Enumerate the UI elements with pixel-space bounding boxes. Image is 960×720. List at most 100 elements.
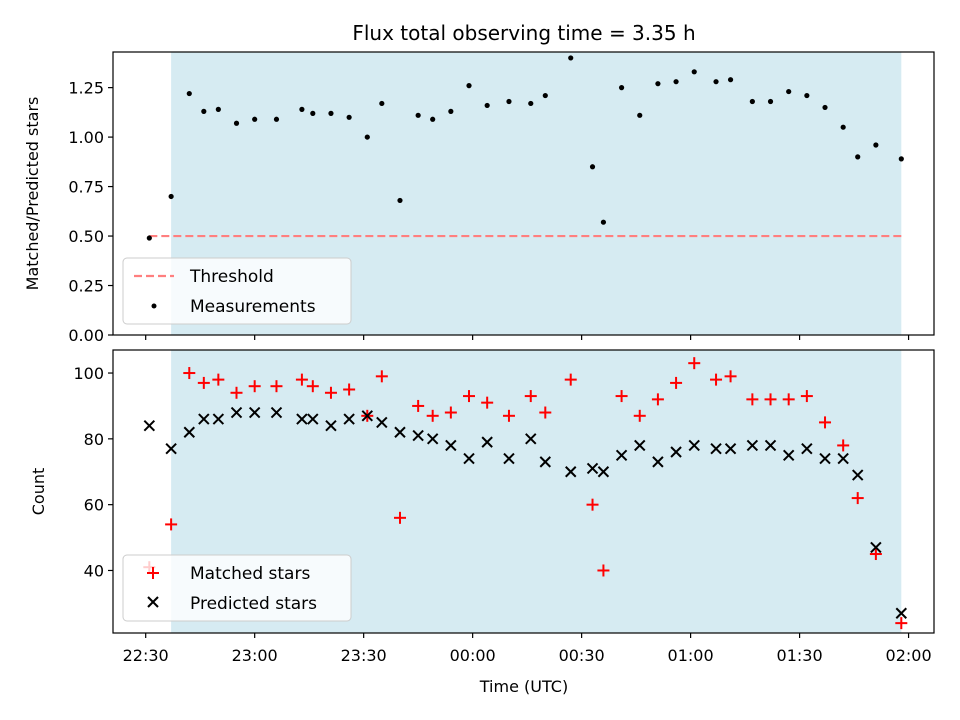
measurement-point <box>328 110 334 116</box>
matched-star-point <box>539 406 552 419</box>
measurement-point <box>310 110 316 116</box>
predicted-star-point <box>307 413 319 425</box>
x-tick-label: 23:00 <box>232 646 278 665</box>
matched-star-point <box>463 390 476 403</box>
x-tick-label: 23:30 <box>341 646 387 665</box>
measurement-point <box>466 83 472 89</box>
measurement-point <box>484 102 490 109</box>
matched-star-point <box>615 390 628 403</box>
top-legend-box <box>122 257 352 325</box>
predicted-star-point <box>503 452 515 465</box>
predicted-star-point <box>165 443 177 455</box>
measurement-point <box>215 106 221 112</box>
matched-star-point <box>481 396 494 409</box>
predicted-star-point <box>782 449 795 462</box>
x-tick-label: 00:00 <box>450 646 496 665</box>
measurement-point <box>840 124 846 130</box>
matched-star-point <box>393 511 406 524</box>
matched-star-point <box>586 498 599 511</box>
predicted-star-point <box>230 406 243 419</box>
matched-star-point <box>426 409 439 422</box>
measurement-point <box>528 100 534 107</box>
matched-star-point <box>343 383 356 396</box>
predicted-star-point <box>463 452 475 465</box>
matched-star-point <box>197 376 210 389</box>
predicted-star-point <box>670 446 682 458</box>
measurement-point <box>448 108 454 114</box>
measurement-point <box>273 116 280 122</box>
measurement-point <box>430 116 436 122</box>
measurement-point <box>749 98 755 105</box>
measurement-point <box>397 197 403 204</box>
bottom-legend-box <box>122 554 352 622</box>
predicted-star-point <box>525 433 537 445</box>
matched-star-point <box>375 370 388 383</box>
matched-star-point <box>502 409 515 422</box>
predicted-star-point <box>481 436 493 448</box>
measurement-point <box>855 154 861 160</box>
predicted-star-point <box>746 439 759 452</box>
predicted-star-point <box>212 413 225 425</box>
predicted-star-point <box>445 439 457 452</box>
predicted-star-point <box>724 443 737 455</box>
matched-star-point <box>564 373 577 386</box>
chart-title: Flux total observing time = 3.35 h <box>352 21 695 45</box>
matched-star-point <box>444 406 457 419</box>
bottom-y-tick-label: 60 <box>84 496 104 515</box>
matched-star-point <box>212 373 225 386</box>
bottom-x-axis: 22:30 23:00 23:30 00:00 00:30 01:00 01:30 02:00 <box>123 633 932 665</box>
x-tick-label: 22:30 <box>123 646 169 665</box>
predicted-star-point <box>597 466 610 478</box>
predicted-star-point <box>688 439 700 452</box>
matched-star-point <box>746 393 759 406</box>
matched-star-point <box>670 376 683 389</box>
bottom-legend: Matched stars Predicted stars <box>122 554 352 622</box>
top-y-tick-label: 1.00 <box>68 128 104 147</box>
top-y-axis-label: Matched/Predicted stars <box>23 97 42 291</box>
measurement-point <box>691 69 697 75</box>
measurement-point <box>767 98 774 105</box>
predicted-star-point <box>652 456 664 468</box>
x-tick-label: 00:30 <box>559 646 605 665</box>
predicted-star-point <box>325 419 337 432</box>
measurement-point <box>822 104 828 111</box>
measurement-point <box>299 106 305 112</box>
measurement-point <box>346 114 352 120</box>
legend-threshold-label: Threshold <box>189 267 274 287</box>
measurement-point <box>415 112 421 118</box>
measurement-point <box>252 116 258 122</box>
measurement-point <box>713 79 719 85</box>
predicted-star-point <box>895 607 908 619</box>
measurement-point <box>233 120 240 126</box>
matched-star-point <box>764 393 777 406</box>
top-y-tick-label: 1.25 <box>68 79 104 98</box>
predicted-star-point <box>343 413 355 425</box>
measurement-point <box>673 79 679 85</box>
measurement-point <box>379 100 385 107</box>
predicted-star-point <box>412 429 424 442</box>
predicted-star-point <box>183 426 195 438</box>
predicted-star-point <box>852 469 864 481</box>
x-tick-label: 01:00 <box>668 646 714 665</box>
measurement-point <box>804 92 810 99</box>
top-legend: Threshold Measurements <box>122 257 352 325</box>
legend-predicted-swatch <box>147 596 159 608</box>
matched-star-point <box>306 380 319 393</box>
top-axes-frame <box>112 51 935 336</box>
measurement-point <box>201 108 207 114</box>
bottom-y-tick-label: 40 <box>84 561 104 580</box>
predicted-star-point <box>248 406 261 419</box>
matched-star-point <box>869 548 882 561</box>
bottom-axes-frame <box>112 349 935 634</box>
measurement-point <box>618 85 625 91</box>
matched-star-point <box>248 380 261 393</box>
predicted-star-point <box>426 433 439 445</box>
top-y-tick-label: 0.50 <box>68 227 104 246</box>
matched-star-point <box>851 492 864 505</box>
top-y-tick-label: 0.25 <box>68 277 104 296</box>
legend-matched-label: Matched stars <box>190 564 310 584</box>
measurement-point <box>168 193 174 200</box>
top-x-ticks <box>145 335 910 340</box>
measurement-point <box>568 55 574 61</box>
